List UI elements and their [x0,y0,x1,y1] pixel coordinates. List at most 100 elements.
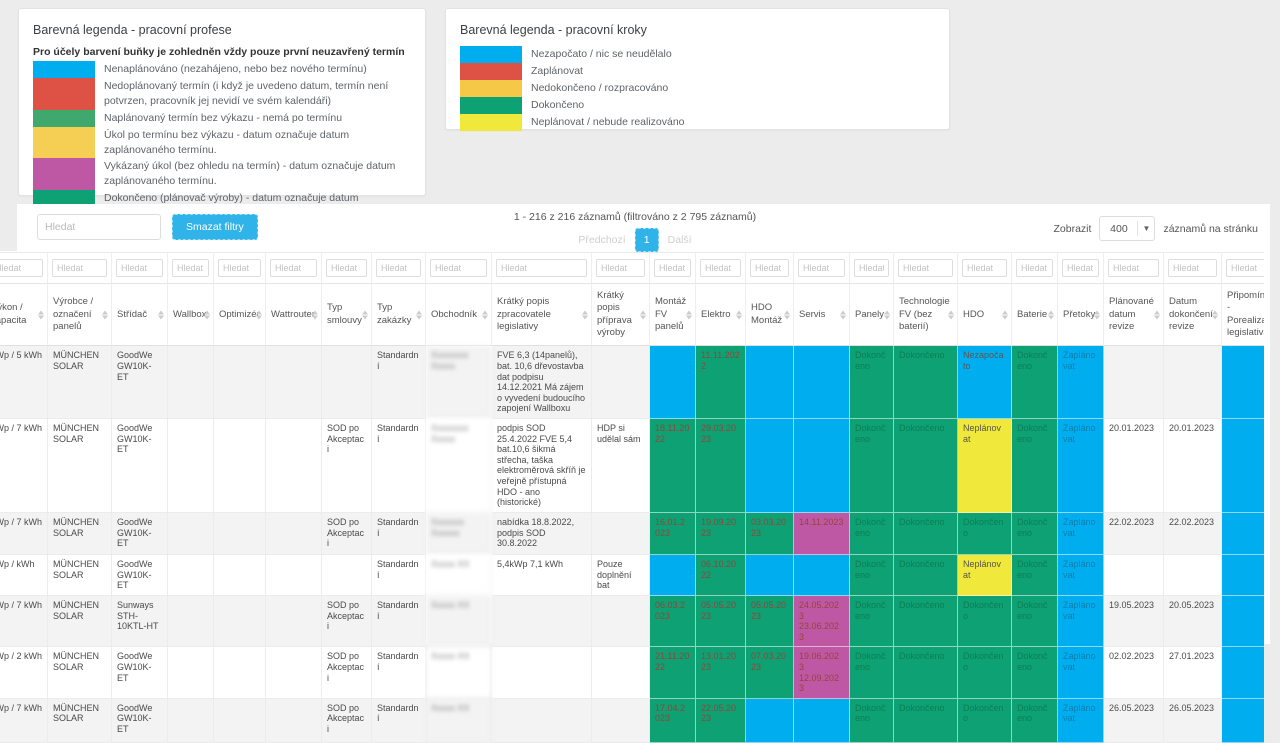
chevron-down-icon: ▼ [1142,224,1151,233]
table-cell: HDP si udělal sám [592,419,650,513]
column-filter-input[interactable] [116,259,163,277]
table-cell: 20.01.2023 [1104,419,1164,513]
table-cell: 5,4kWp 7,1 kWh [492,554,592,596]
column-header-21[interactable]: Plánované datum revize [1104,283,1164,347]
color-swatch [460,62,522,80]
column-header-8[interactable]: Typ zakázky [372,283,426,347]
column-filter-input[interactable] [654,259,691,277]
column-filter-input[interactable] [172,259,209,277]
column-filter-input[interactable] [898,259,953,277]
table-cell [794,346,850,420]
table-cell: Dokončeno [1012,419,1058,513]
column-filter-input[interactable] [218,259,261,277]
column-header-11[interactable]: Krátký popis příprava výroby [592,283,650,347]
table-cell [1164,346,1222,420]
table-cell: 16.01.2023 [650,512,696,555]
table-cell [1222,698,1264,743]
table-cell [322,554,372,596]
table-cell [214,554,266,596]
table-cell: 22.02.2023 [1104,512,1164,555]
column-filter-input[interactable] [326,259,367,277]
column-header-12[interactable]: Montáž FV panelů [650,283,696,347]
sort-icon [884,310,890,320]
column-header-22[interactable]: Datum dokončení revize [1164,283,1222,347]
table-cell: Dokončeno [1012,698,1058,743]
table-cell: Dokončeno [1012,346,1058,420]
column-header-14[interactable]: HDO Montáž [746,283,794,347]
column-filter-cell [958,252,1012,283]
column-header-label: Přetoky [1063,308,1096,320]
table-cell [1222,512,1264,555]
column-filter-input[interactable] [376,259,421,277]
legend-item: Nedoplánovaný termín (i když je uvedeno … [33,77,411,110]
legend-item-label: Vykázaný úkol (bez ohledu na termín) - d… [104,160,396,188]
table-cell: Zaplánovat [1058,346,1104,420]
column-header-5[interactable]: Optimizér [214,283,266,347]
column-header-row: Výkon / kapacita Výrobce / označení panel… [0,283,1264,347]
column-filter-input[interactable] [750,259,789,277]
column-filter-input[interactable] [0,259,43,277]
column-filter-input[interactable] [962,259,1007,277]
column-filter-input[interactable] [854,259,889,277]
column-filter-input[interactable] [700,259,741,277]
column-header-1[interactable]: Výkon / kapacita [0,283,48,347]
table-cell [492,698,592,743]
clear-filters-button[interactable]: Smazat filtry [172,214,258,240]
column-header-20[interactable]: Přetoky [1058,283,1104,347]
table-cell [794,554,850,596]
column-header-16[interactable]: Panely [850,283,894,347]
column-filter-input[interactable] [270,259,317,277]
table-cell: Neplánovat [958,419,1012,513]
global-search-input[interactable] [37,214,161,240]
column-filter-input[interactable] [1226,259,1264,277]
page-size-select[interactable]: 400 ▼ [1099,216,1156,241]
previous-page-button[interactable]: Předchozí [578,234,626,246]
sort-icon [102,310,108,320]
table-toolbar: Smazat filtry 1 - 216 z 216 záznamů (fil… [0,204,1270,252]
current-page-button[interactable]: 1 [634,228,659,252]
table-scroll-area[interactable]: Výkon / kapacita Výrobce / označení panel… [0,252,1264,743]
table-cell: Xxxxx XX [426,554,492,596]
legend-profese-rows: Nenaplánováno (nezahájeno, nebo bez nové… [33,61,411,223]
table-cell [1104,346,1164,420]
table-cell: MÜNCHEN SOLAR [48,346,112,420]
column-header-label: Elektro [701,308,731,320]
table-cell: GoodWe GW10K-ET [112,647,168,699]
column-filter-input[interactable] [1016,259,1053,277]
column-header-10[interactable]: Krátký popis zpracovatele legislativy [492,283,592,347]
next-page-button[interactable]: Další [667,234,692,246]
column-header-18[interactable]: HDO [958,283,1012,347]
column-filter-input[interactable] [496,259,587,277]
table-cell [492,595,592,648]
table-cell: Zaplánovat [1058,419,1104,513]
column-filter-input[interactable] [1062,259,1099,277]
column-filter-input[interactable] [596,259,645,277]
table-cell: 05.05.2023 [746,595,794,648]
column-header-3[interactable]: Střídač [112,283,168,347]
column-header-15[interactable]: Servis [794,283,850,347]
column-filter-input[interactable] [1168,259,1217,277]
column-header-6[interactable]: Wattrouter [266,283,322,347]
column-filter-input[interactable] [1108,259,1159,277]
legend-item-label: Nedokončeno / rozpracováno [531,81,669,94]
column-header-2[interactable]: Výrobce / označení panelů [48,283,112,347]
table-cell: Zaplánovat [1058,595,1104,648]
column-header-4[interactable]: Wallbox [168,283,214,347]
column-header-23[interactable]: Připomínky - Porealizační legislativa [1222,283,1264,347]
table-cell [266,419,322,513]
column-header-17[interactable]: Technologie FV (bez baterií) [894,283,958,347]
color-swatch [460,113,522,131]
column-header-9[interactable]: Obchodník [426,283,492,347]
column-header-13[interactable]: Elektro [696,283,746,347]
table-cell [266,346,322,420]
table-cell: Dokončeno [850,647,894,699]
column-header-19[interactable]: Baterie [1012,283,1058,347]
table-cell [650,554,696,596]
column-filter-input[interactable] [52,259,107,277]
column-filter-input[interactable] [430,259,487,277]
column-filter-input[interactable] [798,259,845,277]
table-cell: 21.11.2022 [650,647,696,699]
table-cell [1222,419,1264,513]
column-header-7[interactable]: Typ smlouvy [322,283,372,347]
